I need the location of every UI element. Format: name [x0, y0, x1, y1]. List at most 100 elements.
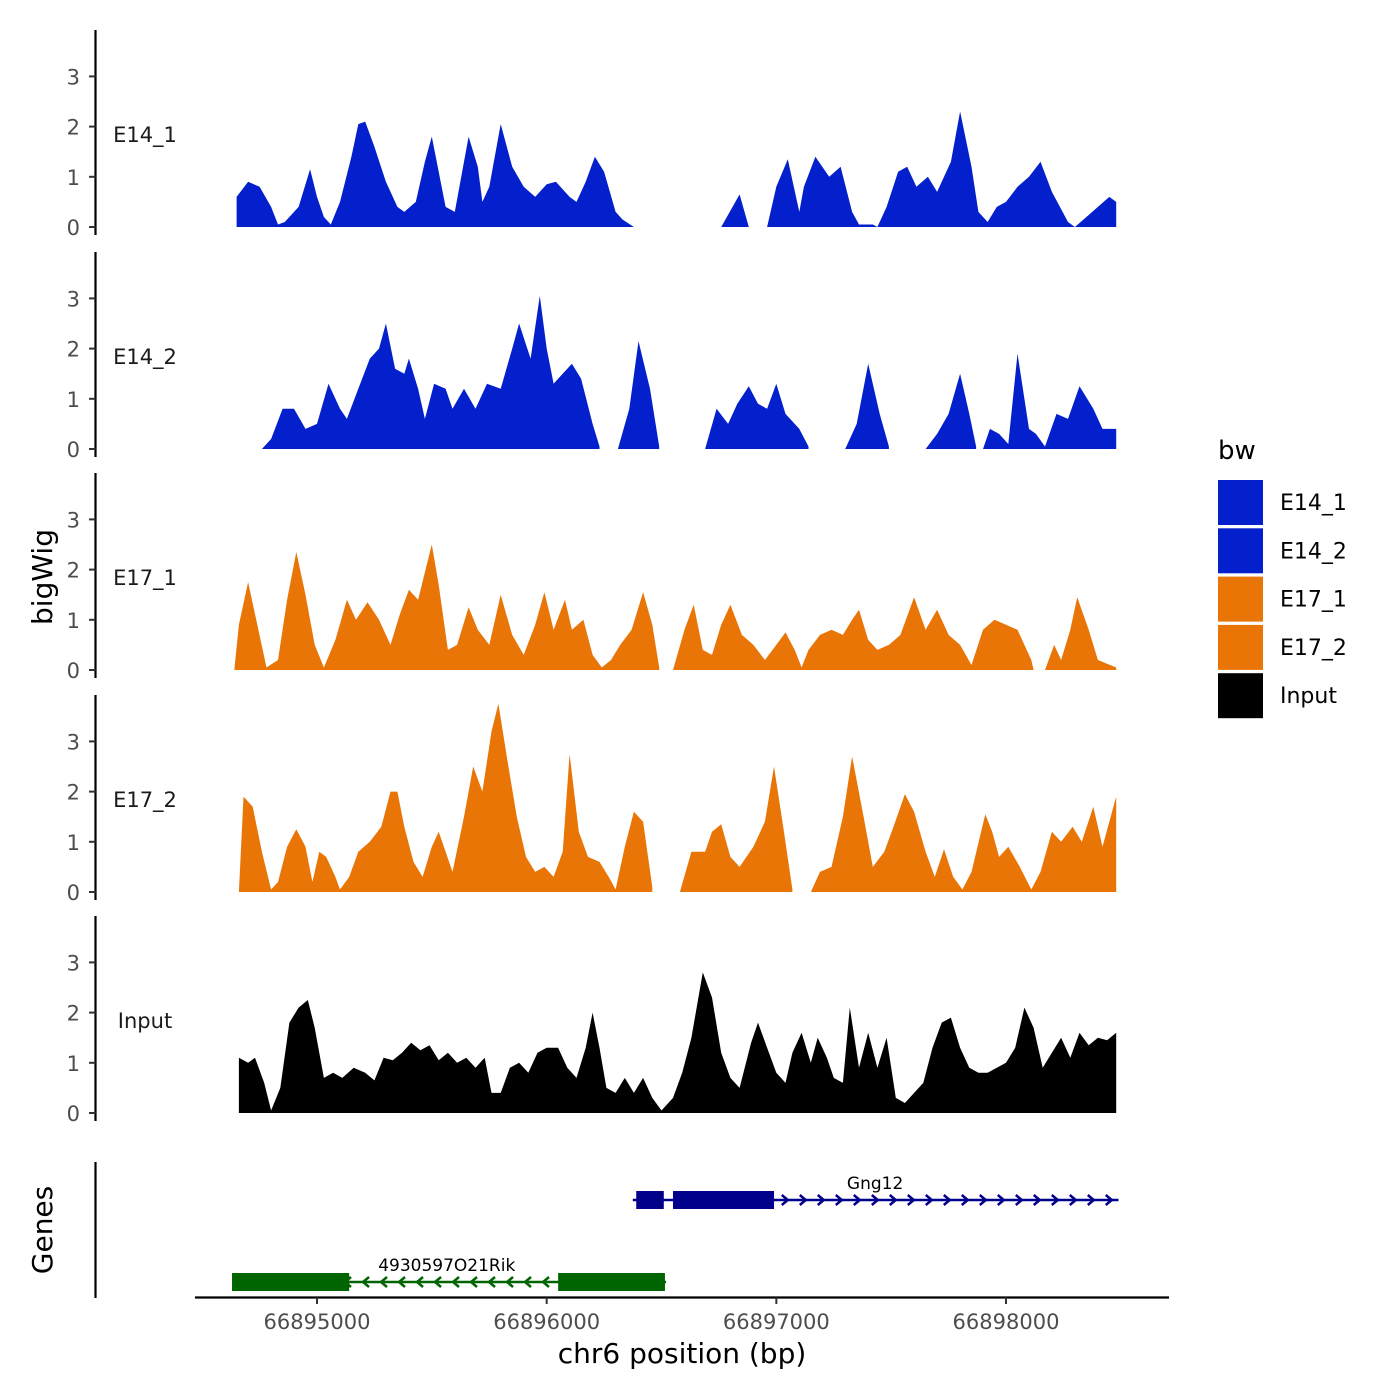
genes-axis-title: Genes	[26, 1186, 59, 1274]
legend-item-e14-1: E14_1	[1218, 480, 1347, 525]
y-tick-label: 0	[67, 659, 80, 683]
strand-arrow	[852, 1194, 862, 1206]
x-tick-label: 66898000	[953, 1310, 1060, 1334]
track-e17-2: 0 1 2 3 E17_2	[67, 695, 1117, 905]
exon	[232, 1273, 350, 1291]
track-e17-1: 0 1 2 3 E17_1	[67, 473, 1117, 683]
track-label: E17_2	[113, 788, 177, 813]
legend-item-input: Input	[1218, 673, 1337, 719]
y-axis-title: bigWig	[26, 529, 59, 625]
gene-4930597o21rik: 4930597O21Rik	[232, 1256, 667, 1291]
strand-arrow	[888, 1194, 898, 1206]
legend-label: E14_1	[1280, 491, 1347, 516]
y-tick-label: 2	[67, 1002, 80, 1026]
y-tick-label: 2	[67, 559, 80, 583]
strand-arrow	[978, 1194, 988, 1206]
track-label: E14_1	[113, 123, 177, 148]
strand-arrow	[361, 1276, 370, 1288]
coverage-area-input	[238, 972, 1117, 1113]
y-tick-label: 0	[67, 1102, 80, 1126]
legend: bw E14_1 E14_2 E17_1 E17_2 Input	[1218, 436, 1347, 719]
legend-label: E17_2	[1280, 636, 1347, 661]
track-e14-1: 0 1 2 3 E14_1	[67, 30, 1117, 240]
y-tick-label: 2	[67, 781, 80, 805]
coverage-area-e14-2	[261, 295, 1117, 449]
coverage-area-e14-1	[236, 111, 1117, 227]
legend-label: Input	[1280, 684, 1337, 709]
track-input: 0 1 2 3 Input	[67, 916, 1117, 1126]
y-tick-label: 0	[67, 438, 80, 462]
strand-arrow	[924, 1194, 934, 1206]
strand-arrow	[397, 1276, 406, 1288]
legend-swatch	[1218, 624, 1263, 670]
strand-arrow	[1014, 1194, 1024, 1206]
strand-arrow	[487, 1276, 496, 1288]
strand-arrow	[1086, 1194, 1096, 1206]
gene-label: 4930597O21Rik	[378, 1256, 515, 1276]
strand-arrow	[415, 1276, 424, 1288]
strand-arrow	[870, 1194, 880, 1206]
strand-arrow	[906, 1194, 916, 1206]
track-label: E17_1	[113, 566, 177, 591]
y-tick-label: 3	[67, 951, 80, 975]
legend-swatch	[1218, 673, 1263, 719]
strand-arrow	[834, 1194, 844, 1206]
tracks: 0 1 2 3 E14_1 0 1 2 3 E14_2 0 1 2 3 E17_1 0 1 2 3 E17_2 0 1 2 3…	[67, 30, 1117, 1126]
y-tick-label: 2	[67, 338, 80, 362]
y-tick-label: 3	[67, 287, 80, 311]
gene-label: Gng12	[847, 1174, 903, 1194]
legend-item-e14-2: E14_2	[1218, 528, 1347, 574]
y-tick-label: 3	[67, 65, 80, 89]
strand-arrow	[379, 1276, 388, 1288]
legend-title: bw	[1218, 436, 1256, 466]
strand-arrow	[541, 1276, 550, 1288]
strand-arrow	[451, 1276, 460, 1288]
y-tick-label: 1	[67, 609, 80, 633]
strand-arrow	[433, 1276, 442, 1288]
y-tick-label: 0	[67, 881, 80, 905]
x-tick-label: 66897000	[723, 1310, 830, 1334]
legend-swatch	[1218, 576, 1263, 622]
strand-arrow	[1068, 1194, 1078, 1206]
strand-arrow	[505, 1276, 514, 1288]
strand-arrow	[960, 1194, 970, 1206]
legend-item-e17-1: E17_1	[1218, 576, 1347, 622]
strand-arrow	[1032, 1194, 1042, 1206]
y-tick-label: 1	[67, 831, 80, 855]
legend-swatch	[1218, 480, 1263, 525]
strand-arrow	[816, 1194, 826, 1206]
y-tick-label: 3	[67, 730, 80, 754]
gene-gng12: Gng12	[632, 1174, 1119, 1209]
legend-label: E17_1	[1280, 588, 1347, 613]
y-tick-label: 1	[67, 1052, 80, 1076]
strand-arrow	[798, 1194, 808, 1206]
y-tick-label: 2	[67, 116, 80, 140]
y-tick-label: 1	[67, 388, 80, 412]
strand-arrow	[469, 1276, 478, 1288]
strand-arrow	[1050, 1194, 1060, 1206]
strand-arrow	[1104, 1194, 1114, 1206]
x-tick-label: 66896000	[493, 1310, 600, 1334]
legend-swatch	[1218, 528, 1263, 574]
x-tick-label: 66895000	[264, 1310, 371, 1334]
legend-item-e17-2: E17_2	[1218, 624, 1347, 670]
track-label: E14_2	[113, 345, 177, 370]
strand-arrow	[996, 1194, 1006, 1206]
x-axis: 66895000 66896000 66897000 66898000	[195, 1296, 1169, 1334]
legend-label: E14_2	[1280, 539, 1347, 564]
track-e14-2: 0 1 2 3 E14_2	[67, 252, 1117, 462]
y-tick-label: 0	[67, 216, 80, 240]
y-tick-label: 1	[67, 166, 80, 190]
coverage-area-e17-1	[234, 544, 1117, 670]
coverage-area-e17-2	[238, 703, 1117, 892]
exon	[672, 1191, 775, 1209]
strand-arrow	[780, 1194, 790, 1206]
strand-arrow	[942, 1194, 952, 1206]
track-label: Input	[118, 1009, 172, 1033]
genes-track: Gng12 4930597O21Rik	[232, 1174, 1119, 1291]
x-axis-title: chr6 position (bp)	[558, 1337, 807, 1370]
strand-arrow	[523, 1276, 532, 1288]
exon	[636, 1191, 664, 1209]
exon	[558, 1273, 665, 1291]
